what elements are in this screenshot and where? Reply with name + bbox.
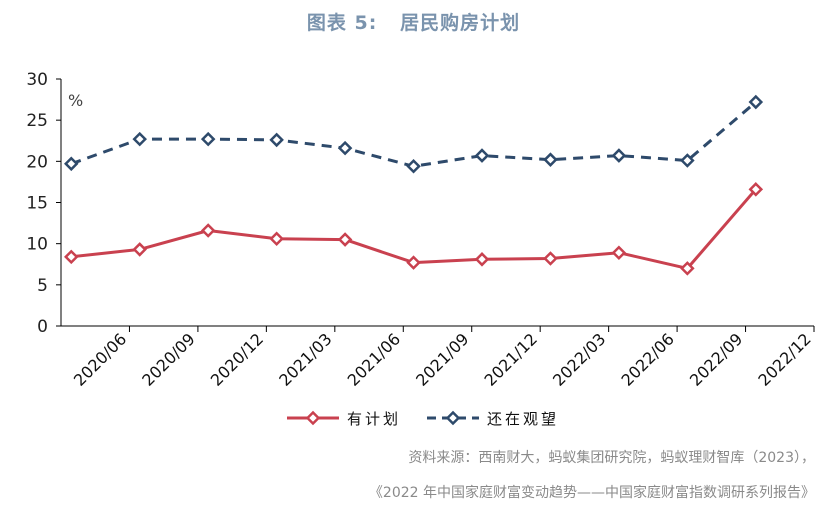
data-point xyxy=(680,153,695,168)
data-point xyxy=(406,255,421,270)
data-point xyxy=(611,148,627,163)
legend: 有计划 还在观望 xyxy=(287,410,559,428)
y-tick-label: 25 xyxy=(26,111,48,131)
y-unit-label: % xyxy=(68,91,83,110)
source-note-line-2: 《2022 年中国家庭财富变动趋势——中国家庭财富指数调研系列报告》 xyxy=(368,485,815,501)
data-point xyxy=(748,182,764,197)
x-tick-label: 2020/06 xyxy=(70,329,130,389)
x-tick-label: 2022/09 xyxy=(686,329,746,389)
y-tick-label: 30 xyxy=(26,70,48,90)
data-point xyxy=(474,252,490,267)
x-tick-label: 2020/09 xyxy=(138,329,198,389)
y-tick-label: 15 xyxy=(26,194,48,214)
x-tick-label: 2020/12 xyxy=(207,329,267,389)
legend-marker-1 xyxy=(305,410,321,426)
series-2 xyxy=(64,94,764,174)
data-point xyxy=(269,231,284,246)
data-point xyxy=(680,261,695,276)
legend-label-1: 有计划 xyxy=(347,410,401,428)
series-layer xyxy=(64,94,764,276)
data-point xyxy=(64,156,79,172)
y-tick-label: 10 xyxy=(26,235,48,255)
x-tick-label: 2022/03 xyxy=(549,329,609,389)
legend-marker-2 xyxy=(445,410,461,426)
series-1 xyxy=(64,182,764,276)
data-point xyxy=(269,132,284,148)
data-point xyxy=(337,232,353,247)
data-point xyxy=(406,159,421,174)
figure-title: 图表 5: 居民购房计划 xyxy=(306,12,521,34)
y-tick-label: 5 xyxy=(37,276,48,296)
data-point xyxy=(64,249,79,265)
x-tick-label: 2021/09 xyxy=(412,329,472,389)
x-tick-label: 2021/03 xyxy=(275,329,335,389)
x-tick-label: 2021/12 xyxy=(481,329,541,389)
x-tick-label: 2022/12 xyxy=(754,329,814,389)
source-note-line-1: 资料来源：西南财大，蚂蚁集团研究院，蚂蚁理财智库（2023）， xyxy=(408,450,815,466)
y-tick-label: 20 xyxy=(26,152,48,172)
data-point xyxy=(132,131,147,147)
data-point xyxy=(200,131,216,147)
data-point xyxy=(543,251,558,266)
x-tick-label: 2022/06 xyxy=(617,329,677,389)
data-point xyxy=(200,223,216,238)
data-point xyxy=(132,242,147,257)
data-point xyxy=(748,94,764,110)
data-point xyxy=(611,245,627,260)
x-tick-label: 2021/06 xyxy=(344,329,404,389)
data-point xyxy=(337,140,353,156)
data-point xyxy=(474,148,490,163)
series-line xyxy=(70,100,757,168)
legend-label-2: 还在观望 xyxy=(487,410,559,428)
data-point xyxy=(543,152,558,167)
y-tick-label: 0 xyxy=(37,317,48,337)
